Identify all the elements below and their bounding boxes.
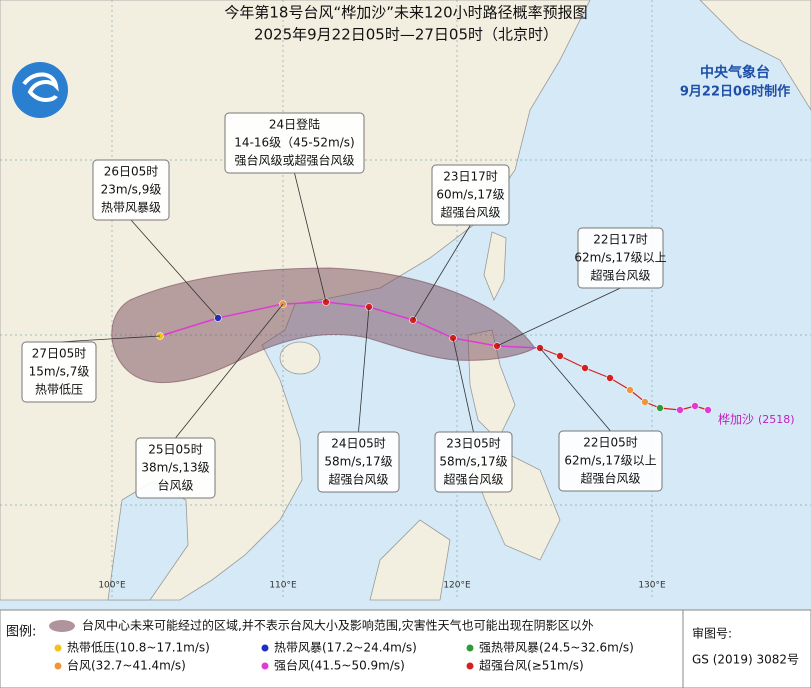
track-point [641, 398, 649, 406]
track-point [556, 352, 564, 360]
review-label: 审图号: [692, 626, 732, 641]
taiwan [483, 231, 507, 301]
callout-text: 58m/s,17级 [324, 455, 392, 469]
legend-dot [466, 644, 474, 652]
legend-label: 热带风暴(17.2~24.4m/s) [274, 641, 417, 655]
legend-dot [54, 644, 62, 652]
callout-text: 23日17时 [443, 170, 498, 184]
logo [12, 62, 68, 118]
callout-text: 23日05时 [446, 437, 501, 451]
callout-text: 58m/s,17级 [439, 455, 507, 469]
callout-text: 60m/s,17级 [436, 188, 504, 202]
leader-line [358, 306, 370, 433]
callout-box [224, 112, 365, 174]
callout-text: 14-16级（45-52m/s) [234, 136, 354, 150]
korea-japan [699, 0, 811, 111]
callout-box [431, 164, 510, 226]
agency: 中央气象台 [700, 64, 770, 81]
track-point [704, 406, 712, 414]
leader-line [539, 347, 611, 432]
legend-dot [261, 644, 269, 652]
storm-name: 桦加沙 [718, 412, 754, 427]
track-point [626, 386, 634, 394]
leader-line [294, 172, 327, 303]
callout-text: 62m/s,17级以上 [574, 251, 666, 265]
track-point [656, 404, 664, 412]
callout-box [21, 341, 97, 403]
leader-line [452, 337, 474, 433]
callout-text: 23m/s,9级 [101, 183, 162, 197]
cone-note: 台风中心未来可能经过的区域,并不表示台风大小及影响范围,灾害性天气也可能出现在阴… [82, 618, 594, 633]
callout-text: 62m/s,17级以上 [564, 454, 656, 468]
longitude-label: 110°E [269, 581, 297, 591]
callout-text: 22日05时 [583, 436, 638, 450]
callout-text: 热带低压 [35, 383, 83, 397]
title: 今年第18号台风“桦加沙”未来120小时路径概率预报图 [224, 4, 587, 22]
leader-line [130, 219, 219, 319]
storm-code: (2518) [758, 413, 795, 426]
callout-box [558, 430, 663, 492]
track-point [676, 406, 684, 414]
review-number: GS (2019) 3082号 [692, 653, 799, 667]
legend-label: 强台风(41.5~50.9m/s) [274, 658, 405, 673]
callout-text: 15m/s,7级 [29, 365, 90, 379]
legend-label: 超强台风(≥51m/s) [479, 658, 584, 673]
longitude-label: 130°E [638, 581, 666, 591]
callout-text: 27日05时 [32, 347, 87, 361]
callout-text: 22日17时 [593, 233, 648, 247]
leader-line [175, 303, 284, 439]
legend-dot [54, 662, 62, 670]
callout-text: 超强台风级 [443, 472, 503, 487]
issued: 9月22日06时制作 [680, 84, 790, 100]
leader-line [58, 335, 161, 343]
legend-panel [0, 609, 811, 688]
legend-label: 台风(32.7~41.4m/s) [67, 658, 186, 673]
track-points [156, 298, 712, 414]
subtitle: 2025年9月22日05时—27日05时（北京时） [254, 26, 558, 44]
callout-text: 超强台风级 [328, 472, 388, 487]
hainan [279, 341, 321, 375]
legend-label: 热带低压(10.8~17.1m/s) [67, 641, 210, 655]
leader-line [496, 287, 621, 347]
callout-box [92, 159, 170, 221]
legend-dot [466, 662, 474, 670]
callout-text: 强台风级或超强台风级 [234, 153, 354, 168]
legend-label: 强热带风暴(24.5~32.6m/s) [479, 641, 634, 655]
cone-swatch [49, 620, 75, 632]
legend-dot [261, 662, 269, 670]
longitude-label: 100°E [98, 581, 126, 591]
track-point [691, 402, 699, 410]
track-point [581, 364, 589, 372]
longitude-label: 120°E [443, 581, 471, 591]
track-point [606, 374, 614, 382]
callout-text: 超强台风级 [580, 471, 640, 486]
borneo [369, 519, 451, 601]
callout-box [135, 437, 216, 499]
callout-text: 热带风暴级 [101, 201, 161, 215]
callout-text: 超强台风级 [440, 205, 500, 220]
callout-box [577, 227, 664, 289]
callout-text: 25日05时 [148, 443, 203, 457]
callout-box [434, 431, 513, 493]
probability-cone [111, 267, 536, 384]
callout-text: 24日登陆 [269, 117, 320, 132]
callout-box [317, 431, 400, 493]
legend-title: 图例: [6, 625, 36, 640]
callout-text: 超强台风级 [590, 268, 650, 283]
callout-text: 26日05时 [104, 165, 159, 179]
callout-text: 24日05时 [331, 437, 386, 451]
callout-text: 台风级 [157, 478, 193, 493]
leader-line [412, 224, 471, 321]
callout-text: 38m/s,13级 [141, 461, 209, 475]
past-track [539, 347, 709, 411]
